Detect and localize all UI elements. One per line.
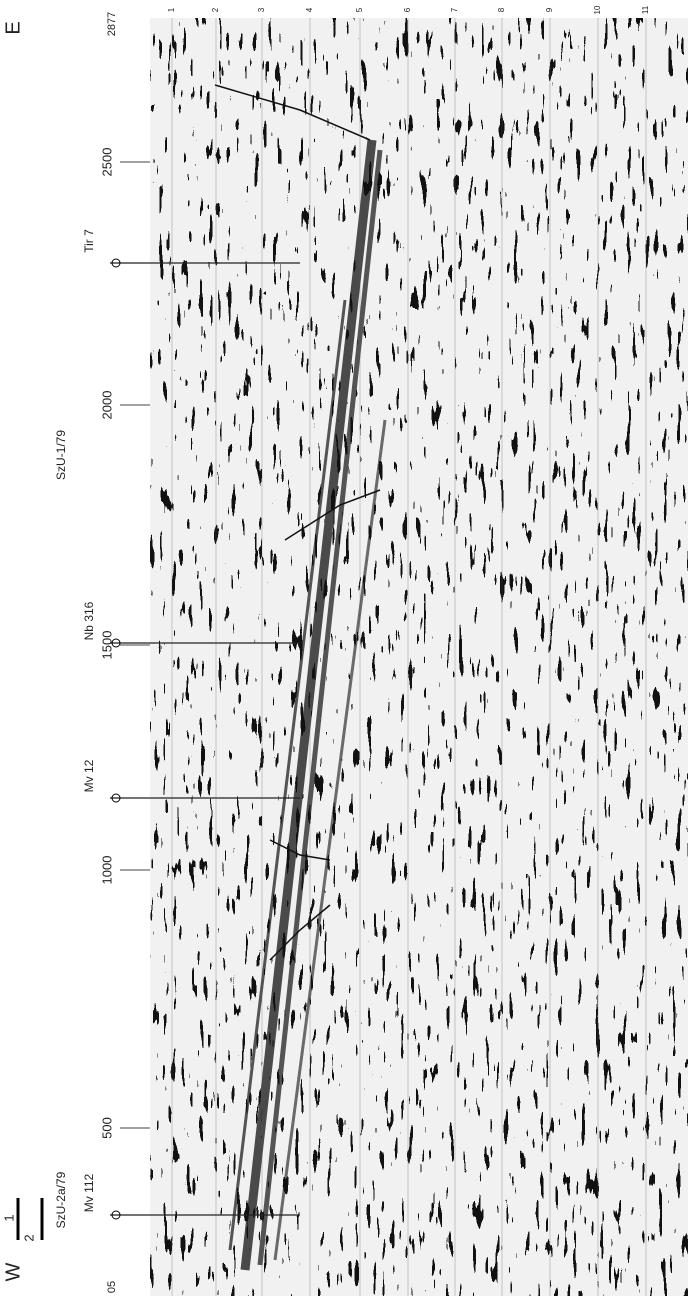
seismic-section: WE120528775001000150020002500Mv 112Mv 12…	[0, 0, 688, 1300]
time-mark: 6	[403, 7, 412, 12]
west-label: W	[2, 1262, 24, 1281]
scale-label: 2	[21, 1234, 36, 1241]
shot-point: 1000	[99, 856, 114, 885]
shade	[150, 18, 688, 1296]
time-mark: 11	[641, 5, 650, 14]
profile-end: 2877	[106, 12, 118, 36]
well-label: Nb 316	[82, 601, 96, 640]
east-label: E	[2, 21, 24, 34]
line-label: SzU-1/79	[54, 430, 68, 480]
time-mark: 3	[257, 7, 266, 12]
shot-point: 500	[99, 1117, 114, 1139]
time-mark: 5	[355, 7, 364, 12]
time-mark: 8	[497, 7, 506, 12]
time-mark: 9	[545, 7, 554, 12]
shot-point: 2000	[99, 391, 114, 420]
line-label: SzU-2a/79	[54, 1171, 68, 1228]
scale-label: 1	[1, 1214, 16, 1221]
time-mark: 2	[211, 7, 220, 12]
shot-point: 2500	[99, 148, 114, 177]
time-mark: 1	[167, 7, 176, 12]
time-mark: 4	[305, 7, 314, 12]
well-label: Tir 7	[82, 229, 96, 253]
time-mark: 7	[450, 7, 459, 12]
well-label: Mv 112	[82, 1173, 96, 1212]
time-mark: 10	[593, 5, 602, 14]
profile-start: 05	[106, 1281, 118, 1293]
well-label: Mv 12	[82, 759, 96, 792]
page: WE120528775001000150020002500Mv 112Mv 12…	[0, 0, 688, 1300]
